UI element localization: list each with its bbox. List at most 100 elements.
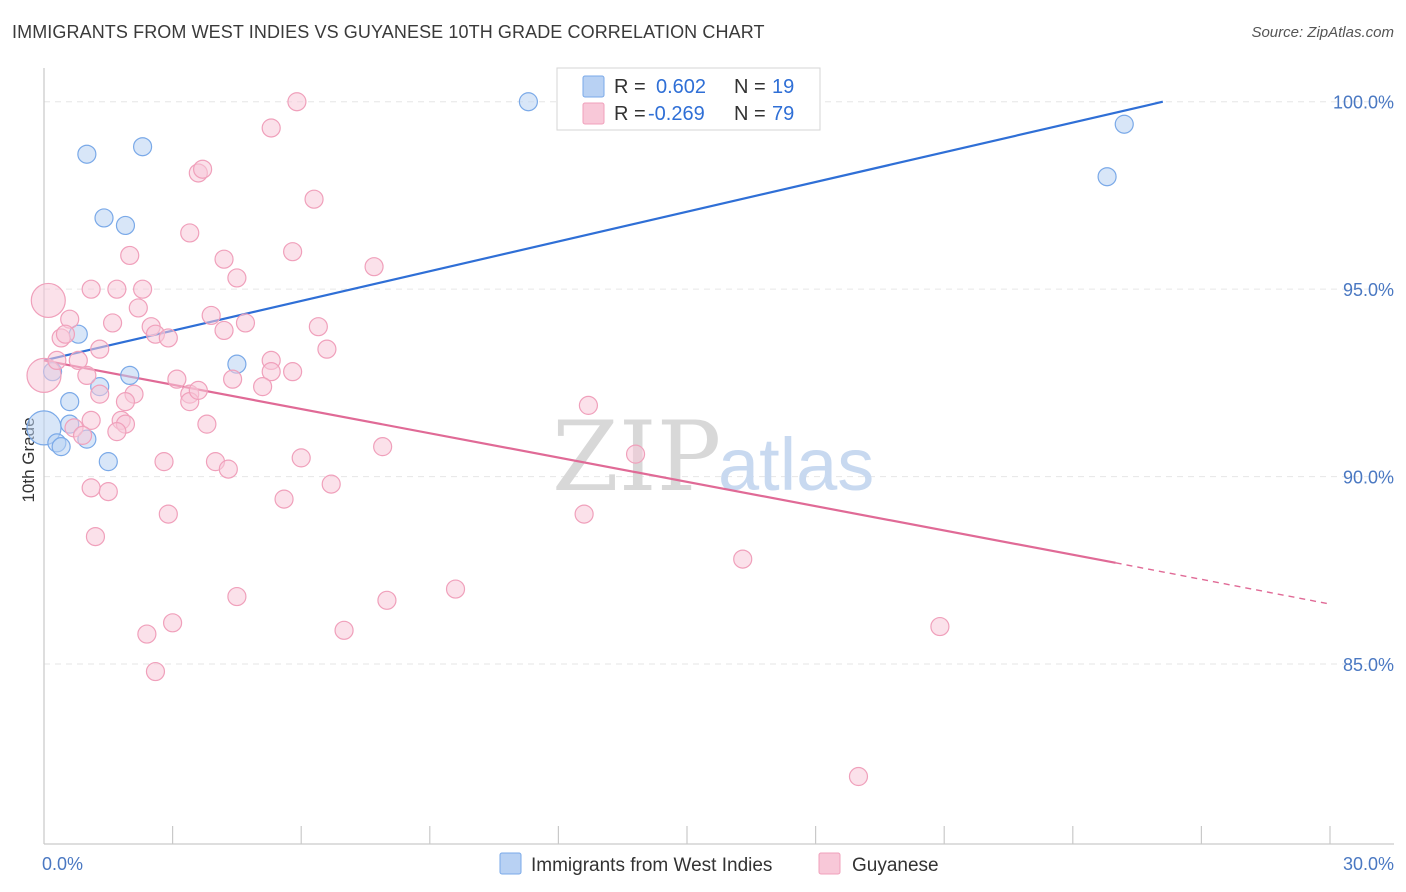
point-s1-47 (223, 369, 243, 389)
point-s1-33 (137, 624, 157, 644)
point-s1-19 (128, 298, 148, 318)
legend-n-value-2: 79 (772, 103, 794, 125)
legend-r-label-2: R = (614, 103, 646, 125)
point-s1-69 (445, 579, 466, 599)
point-s1-14 (81, 279, 101, 299)
point-s1-16 (107, 279, 127, 299)
point-s1-12 (98, 482, 118, 502)
point-s1-26 (115, 392, 136, 412)
point-s0-18 (1097, 167, 1117, 187)
point-s0-17 (1114, 114, 1134, 134)
point-s1-30 (154, 452, 174, 472)
point-s1-55 (283, 242, 303, 262)
trend-line-dashed-1 (1115, 562, 1331, 605)
series-legend: Immigrants from West Indies Guyanese (499, 852, 939, 876)
point-s1-6 (68, 350, 88, 371)
point-s1-38 (214, 249, 234, 269)
point-s1-5 (47, 350, 67, 371)
point-s1-66 (321, 474, 341, 494)
y-tick-label-2: 95.0% (1343, 280, 1394, 300)
point-s1-65 (274, 489, 294, 509)
point-s1-22 (158, 328, 178, 348)
watermark-atlas: atlas (718, 423, 874, 506)
point-s1-60 (261, 362, 281, 382)
point-s1-0 (30, 282, 66, 319)
y-tick-label-3: 100.0% (1333, 93, 1394, 113)
series-swatch-west-indies (499, 852, 522, 875)
point-s1-35 (180, 223, 200, 243)
point-s1-39 (227, 268, 247, 288)
point-s1-23 (90, 339, 110, 359)
legend-n-value-1: 19 (772, 76, 794, 98)
point-s1-7 (77, 365, 97, 386)
point-s1-4 (55, 324, 76, 344)
point-s1-11 (81, 478, 101, 498)
point-s1-54 (304, 189, 324, 209)
series-swatch-guyanese (818, 852, 841, 875)
chart-title: IMMIGRANTS FROM WEST INDIES VS GUYANESE … (12, 22, 765, 42)
series-1-points (26, 92, 950, 787)
point-s0-16 (518, 92, 538, 112)
point-s1-8 (81, 410, 101, 430)
point-s0-15 (98, 452, 118, 472)
point-s1-31 (158, 504, 178, 524)
point-s1-15 (102, 313, 123, 333)
point-s1-34 (145, 661, 166, 682)
point-s1-13 (85, 526, 106, 547)
point-s1-37 (193, 159, 213, 179)
point-s1-75 (848, 766, 869, 787)
point-s0-9 (60, 392, 80, 412)
point-s1-74 (930, 616, 950, 637)
x-tick-label-1: 30.0% (1343, 854, 1394, 874)
y-tick-labels: 85.0% 90.0% 95.0% 100.0% (1333, 93, 1394, 675)
y-tick-label-1: 90.0% (1343, 468, 1394, 488)
legend-n-label-1: N = (734, 76, 766, 98)
point-s1-71 (574, 504, 594, 524)
point-s1-51 (227, 586, 247, 607)
point-s1-56 (364, 257, 384, 277)
series-label-guyanese: Guyanese (852, 855, 939, 876)
point-s1-41 (214, 320, 234, 341)
y-tick-label-0: 85.0% (1343, 655, 1394, 675)
point-s1-64 (373, 437, 393, 457)
point-s1-46 (188, 380, 208, 400)
axes (43, 68, 1394, 845)
series-label-west-indies: Immigrants from West Indies (531, 855, 772, 876)
point-s1-18 (132, 279, 153, 299)
point-s1-50 (218, 459, 238, 479)
point-s0-2 (94, 208, 114, 228)
legend-swatch-pink (582, 102, 605, 125)
point-s1-17 (120, 245, 140, 266)
point-s1-58 (317, 339, 337, 359)
point-s1-68 (377, 590, 397, 610)
point-s1-62 (253, 377, 273, 397)
point-s1-67 (334, 620, 354, 640)
point-s0-14 (51, 437, 71, 457)
point-s1-10 (72, 425, 93, 445)
point-s1-72 (625, 444, 646, 464)
point-s0-1 (132, 137, 153, 157)
x-tick-label-0: 0.0% (42, 854, 83, 874)
trend-lines (43, 100, 1331, 605)
legend-r-value-1: 0.602 (656, 76, 706, 98)
point-s1-29 (107, 422, 127, 442)
point-s1-63 (291, 448, 311, 468)
point-s1-25 (90, 384, 110, 404)
point-s1-61 (283, 362, 303, 382)
legend-r-value-2: -0.269 (648, 103, 705, 125)
point-s0-6 (120, 365, 140, 386)
legend-n-label-2: N = (734, 103, 766, 125)
point-s1-52 (261, 118, 281, 138)
point-s1-43 (167, 369, 187, 389)
source-label: Source: ZipAtlas.com (1251, 24, 1394, 41)
point-s1-53 (287, 92, 307, 112)
point-s1-40 (201, 305, 221, 326)
watermark: ZIP atlas (552, 401, 874, 513)
data-points (26, 92, 1134, 787)
point-s1-32 (163, 613, 183, 633)
point-s1-70 (578, 395, 599, 415)
legend: R = 0.602 N = 19 R = -0.269 N = 79 (556, 67, 821, 131)
gridlines (44, 101, 1394, 665)
x-tick-labels: 0.0% 30.0% (42, 854, 1394, 874)
